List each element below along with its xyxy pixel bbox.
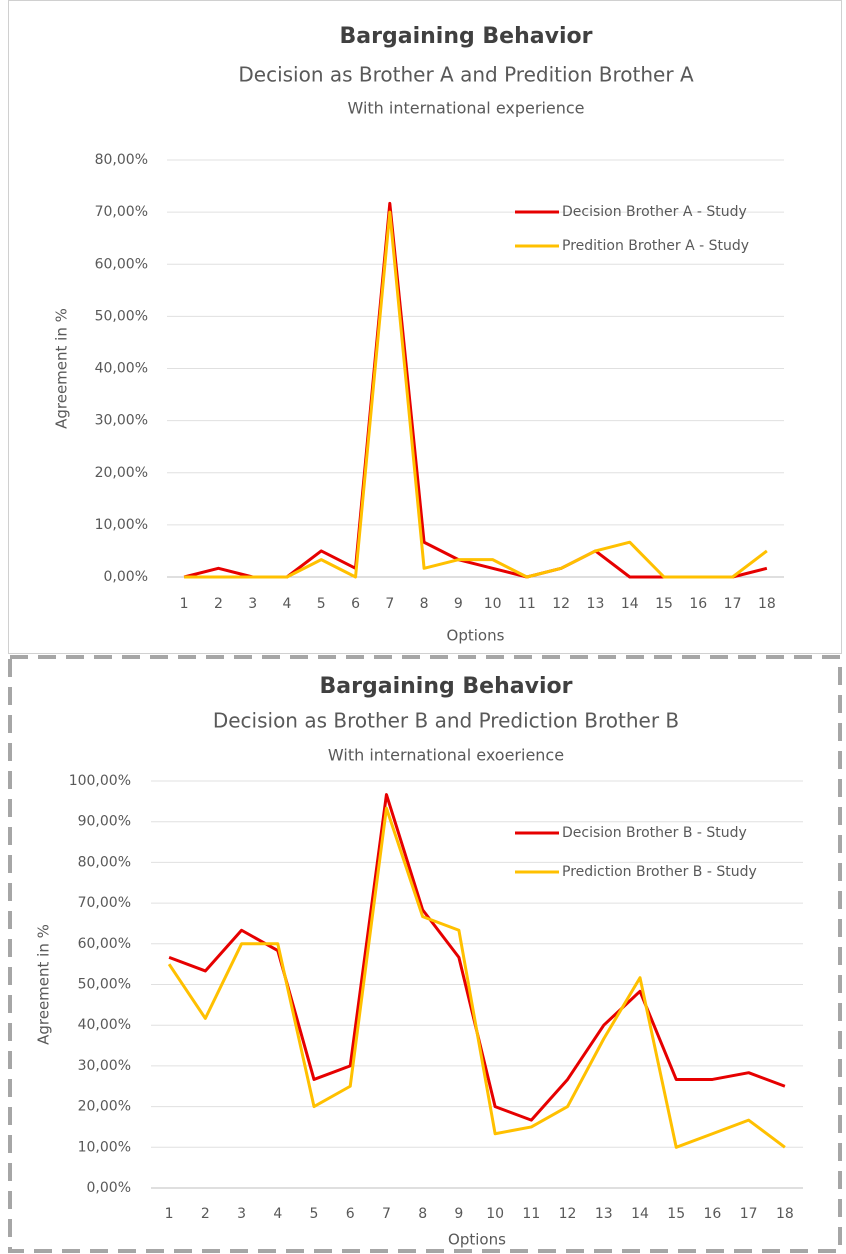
legend-label: Prediction Brother B - Study: [562, 864, 757, 880]
x-tick-label: 11: [522, 1206, 540, 1222]
x-tick-label: 18: [758, 596, 776, 612]
x-tick-label: 15: [667, 1206, 685, 1222]
y-tick-label: 50,00%: [95, 308, 148, 324]
x-axis-label: Options: [447, 627, 505, 645]
x-tick-label: 9: [454, 1206, 463, 1222]
x-tick-label: 7: [382, 1206, 391, 1222]
x-tick-label: 12: [559, 1206, 577, 1222]
y-tick-label: 10,00%: [95, 517, 148, 533]
x-tick-label: 6: [351, 596, 360, 612]
chart-subtitle: Decision as Brother A and Predition Brot…: [238, 63, 694, 87]
x-tick-label: 4: [273, 1206, 282, 1222]
chart-subtitle: Decision as Brother B and Prediction Bro…: [213, 709, 679, 733]
x-tick-label: 15: [655, 596, 673, 612]
data-line: [183, 201, 768, 579]
x-tick-label: 10: [486, 1206, 504, 1222]
y-tick-label: 60,00%: [95, 256, 148, 272]
y-tick-label: 30,00%: [95, 413, 148, 429]
x-tick-label: 14: [621, 596, 639, 612]
data-line: [184, 210, 768, 579]
y-tick-label: 90,00%: [78, 814, 131, 830]
y-tick-label: 40,00%: [95, 361, 148, 377]
y-tick-label: 50,00%: [78, 977, 131, 993]
x-tick-label: 3: [248, 596, 257, 612]
x-tick-label: 2: [201, 1206, 210, 1222]
y-tick-label: 10,00%: [78, 1139, 131, 1155]
x-tick-label: 18: [776, 1206, 794, 1222]
x-tick-label: 12: [552, 596, 570, 612]
y-tick-label: 20,00%: [95, 465, 148, 481]
x-tick-label: 16: [704, 1206, 722, 1222]
x-tick-label: 6: [346, 1206, 355, 1222]
chart-title: Bargaining Behavior: [340, 24, 593, 49]
y-axis-label: Agreement in %: [35, 924, 53, 1045]
legend-label: Decision Brother B - Study: [562, 825, 747, 841]
x-tick-label: 8: [418, 1206, 427, 1222]
legend-label: Predition Brother A - Study: [562, 238, 749, 254]
data-line: [168, 793, 786, 1122]
x-tick-label: 4: [283, 596, 292, 612]
y-axis-label: Agreement in %: [53, 308, 71, 429]
x-tick-label: 17: [740, 1206, 758, 1222]
chart-frame: [8, 0, 842, 654]
x-tick-label: 9: [454, 596, 463, 612]
y-tick-label: 80,00%: [95, 152, 148, 168]
y-tick-label: 0,00%: [87, 1180, 131, 1196]
y-tick-label: 20,00%: [78, 1099, 131, 1115]
x-axis-label: Options: [448, 1231, 506, 1249]
x-tick-label: 2: [214, 596, 223, 612]
y-tick-label: 0,00%: [104, 569, 148, 585]
x-tick-label: 17: [724, 596, 742, 612]
x-tick-label: 1: [180, 596, 189, 612]
chart-frame: [8, 655, 842, 1253]
y-tick-label: 80,00%: [78, 854, 131, 870]
x-tick-label: 11: [518, 596, 536, 612]
x-tick-label: 5: [310, 1206, 319, 1222]
y-tick-label: 60,00%: [78, 936, 131, 952]
x-tick-label: 1: [165, 1206, 174, 1222]
x-tick-label: 7: [385, 596, 394, 612]
x-tick-label: 5: [317, 596, 326, 612]
legend-label: Decision Brother A - Study: [562, 204, 747, 220]
x-tick-label: 14: [631, 1206, 649, 1222]
chart-note: With international exoerience: [328, 746, 564, 765]
y-tick-label: 70,00%: [95, 204, 148, 220]
y-tick-label: 100,00%: [69, 773, 131, 789]
chart-note: With international experience: [347, 99, 584, 118]
x-tick-label: 13: [595, 1206, 613, 1222]
data-line: [167, 806, 786, 1149]
x-tick-label: 16: [689, 596, 707, 612]
chart-title: Bargaining Behavior: [320, 674, 573, 699]
y-tick-label: 40,00%: [78, 1017, 131, 1033]
x-tick-label: 8: [420, 596, 429, 612]
x-tick-label: 13: [587, 596, 605, 612]
y-tick-label: 70,00%: [78, 895, 131, 911]
x-tick-label: 3: [237, 1206, 246, 1222]
x-tick-label: 10: [484, 596, 502, 612]
y-tick-label: 30,00%: [78, 1058, 131, 1074]
